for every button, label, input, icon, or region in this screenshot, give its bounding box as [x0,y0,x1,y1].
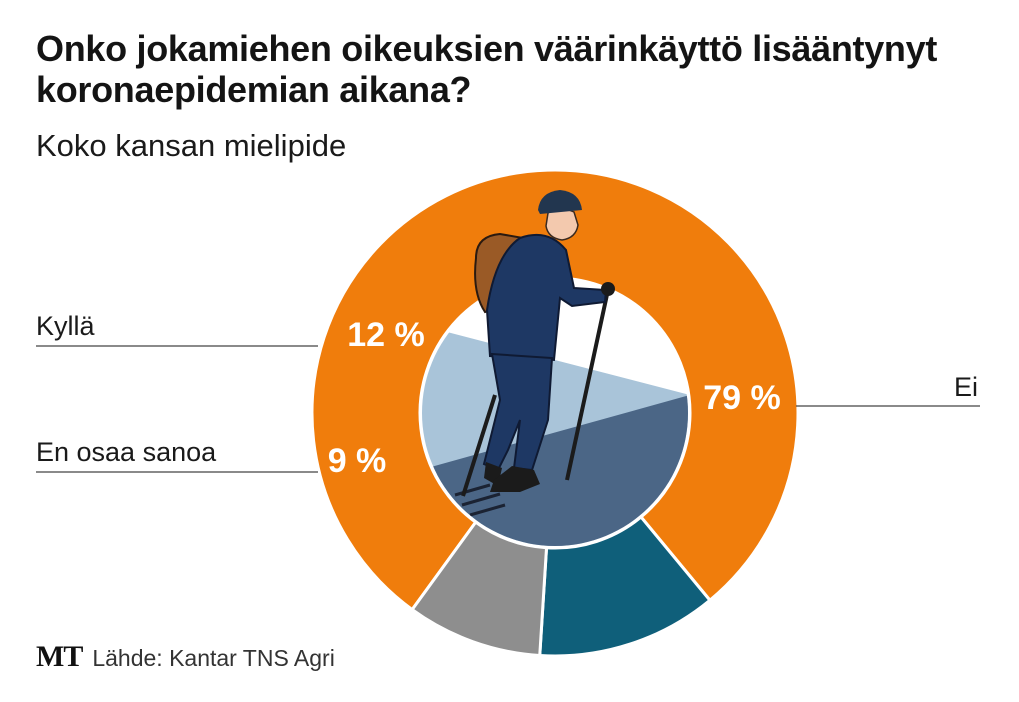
slice-ei [310,168,800,612]
data-label-ei: 79 % [703,379,781,417]
legend-label-kylla: Kyllä [36,311,96,341]
slice-en-osaa-sanoa [410,520,549,658]
legend-label-ei: Ei [954,372,978,402]
chart-title: Onko jokamiehen oikeuksien väärinkäyttö … [36,28,938,110]
legend-label-eos: En osaa sanoa [36,437,217,467]
data-label-eos: 9 % [328,442,387,480]
data-label-kylla: 12 % [347,316,425,354]
chart-subtitle: Koko kansan mielipide [36,128,347,163]
hiker-illustration [422,190,688,546]
footer: MT Lähde: Kantar TNS Agri [36,640,335,674]
donut-slices [310,168,800,658]
source-note: Lähde: Kantar TNS Agri [92,645,335,671]
mt-logo: MT [36,640,83,673]
